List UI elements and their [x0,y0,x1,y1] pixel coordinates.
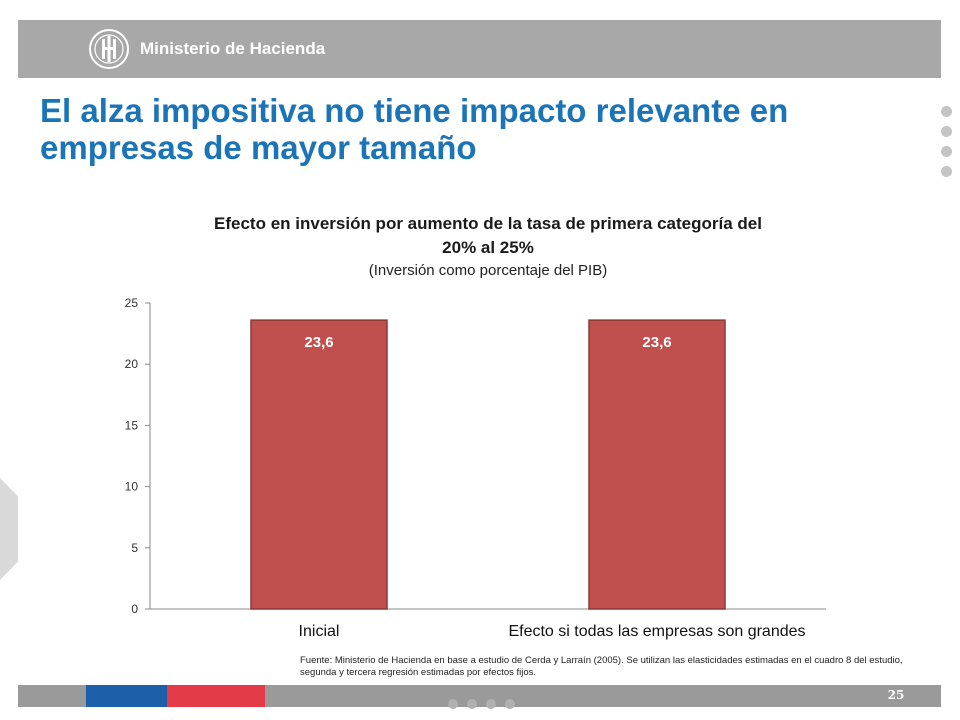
ministerio-hacienda-emblem-icon [89,29,129,69]
bar-data-label: 23,6 [304,334,333,351]
flag-stripe-blue [86,685,184,707]
chart-subtitle: (Inversión como porcentaje del PIB) [368,262,608,279]
bar-chart: 0 5 10 15 20 25 23,6 Inicial 23,6 Efecto si todas… [125,296,826,640]
header-bar: Ministerio de Hacienda [18,20,941,78]
slide-title: El alza impositiva no tiene impacto rele… [40,92,789,166]
y-tick-label: 25 [125,296,139,310]
y-tick-label: 5 [131,541,138,555]
decorative-dots-right [941,106,952,186]
y-tick-label: 20 [125,357,139,371]
x-tick-label: Inicial [299,623,340,640]
chart-title: Efecto en inversión por aumento de la ta… [214,214,762,257]
bar-data-label: 23,6 [642,334,671,351]
chart-title-block: Efecto en inversión por aumento de la ta… [200,212,776,282]
ministry-name: Ministerio de Hacienda [140,39,326,58]
bar [588,319,726,610]
footer-bar: 25 [18,685,941,707]
source-note: Fuente: Ministerio de Hacienda en base a… [300,655,903,678]
x-tick-label: Efecto si todas las empresas son grandes [508,623,805,640]
flag-stripe-red [167,685,265,707]
bar [250,319,388,610]
y-tick-label: 15 [125,418,139,432]
y-tick-label: 10 [125,480,139,494]
page-number: 25 [887,688,905,702]
ministry-logo: Ministerio de Hacienda [88,28,325,70]
y-tick-label: 0 [131,602,138,616]
decorative-side-shape [0,478,18,580]
decorative-dots-bottom [448,699,524,709]
